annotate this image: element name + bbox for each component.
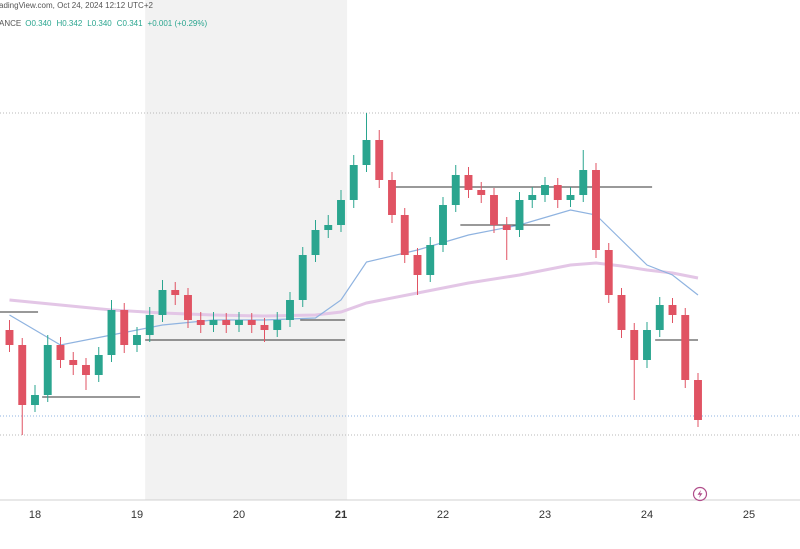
candle-body bbox=[298, 255, 307, 300]
candle-body bbox=[311, 230, 320, 255]
x-tick-label: 20 bbox=[233, 509, 245, 521]
candle-body bbox=[349, 165, 358, 200]
candle-body bbox=[209, 320, 218, 325]
candle-body bbox=[120, 310, 129, 345]
ohlc-value: H0.342 bbox=[56, 19, 82, 28]
x-tick-label: 18 bbox=[29, 509, 41, 521]
candle-body bbox=[324, 225, 333, 230]
candle-body bbox=[451, 175, 460, 205]
candle-body bbox=[222, 320, 231, 325]
candle-body bbox=[655, 305, 664, 330]
candle-body bbox=[413, 255, 422, 275]
candle-body bbox=[592, 170, 600, 250]
candle-body bbox=[82, 365, 90, 375]
candle-body bbox=[630, 330, 639, 360]
candle-body bbox=[566, 195, 575, 200]
source-label: adingView.com, Oct 24, 2024 12:12 UTC+2 bbox=[0, 1, 153, 10]
candle-body bbox=[5, 330, 14, 345]
candle-body bbox=[604, 250, 613, 295]
candle-body bbox=[94, 355, 103, 375]
candle-body bbox=[18, 345, 27, 405]
candle-body bbox=[196, 320, 205, 325]
candle-body bbox=[694, 380, 702, 420]
candle-body bbox=[528, 195, 537, 200]
candle-body bbox=[617, 295, 626, 330]
x-tick-label: 22 bbox=[437, 509, 449, 521]
candle-body bbox=[133, 335, 141, 345]
candle-body bbox=[375, 140, 384, 180]
candle-body bbox=[184, 295, 192, 320]
candle-body bbox=[43, 345, 52, 395]
candle-body bbox=[464, 175, 473, 190]
candle-body bbox=[681, 315, 690, 380]
x-tick-label: 21 bbox=[335, 509, 347, 521]
ohlc-value: O0.340 bbox=[25, 19, 52, 28]
ohlc-value: +0.001 (+0.29%) bbox=[148, 19, 208, 28]
candle-body bbox=[171, 290, 180, 295]
candle-body bbox=[502, 225, 511, 230]
candle-body bbox=[362, 140, 371, 165]
candle-body bbox=[31, 395, 39, 405]
symbol-label: ANCE bbox=[0, 19, 21, 28]
candle-body bbox=[56, 345, 65, 360]
moving-average bbox=[9, 209, 699, 346]
candle-body bbox=[579, 170, 588, 195]
candle-body bbox=[426, 245, 435, 275]
candle-body bbox=[643, 330, 651, 360]
moving-average bbox=[9, 261, 699, 318]
candle-body bbox=[553, 185, 562, 200]
candle-body bbox=[439, 205, 447, 245]
candle-body bbox=[515, 200, 524, 230]
ohlc-legend: O0.340 H0.342 L0.340 C0.341 +0.001 (+0.29%) bbox=[25, 19, 207, 28]
candle-body bbox=[668, 305, 677, 315]
alert-icon[interactable] bbox=[692, 486, 708, 502]
candle-body bbox=[235, 320, 243, 325]
candle-body bbox=[69, 360, 78, 365]
candle-body bbox=[477, 190, 486, 195]
x-tick-label: 24 bbox=[641, 509, 653, 521]
candle-body bbox=[286, 300, 294, 320]
x-tick-label: 19 bbox=[131, 509, 143, 521]
candle-body bbox=[158, 290, 167, 315]
ohlc-value: L0.340 bbox=[87, 19, 112, 28]
candle-body bbox=[107, 310, 116, 355]
x-tick-label: 25 bbox=[743, 509, 755, 521]
candle-body bbox=[400, 215, 409, 255]
candle-body bbox=[247, 320, 256, 325]
candle-body bbox=[260, 325, 269, 330]
candle-body bbox=[337, 200, 345, 225]
x-tick-label: 23 bbox=[539, 509, 551, 521]
ohlc-value: C0.341 bbox=[117, 19, 143, 28]
candle-body bbox=[145, 315, 154, 335]
candle-body bbox=[490, 195, 498, 225]
candle-body bbox=[273, 320, 282, 330]
candle-body bbox=[388, 180, 396, 215]
candle-body bbox=[541, 185, 549, 195]
